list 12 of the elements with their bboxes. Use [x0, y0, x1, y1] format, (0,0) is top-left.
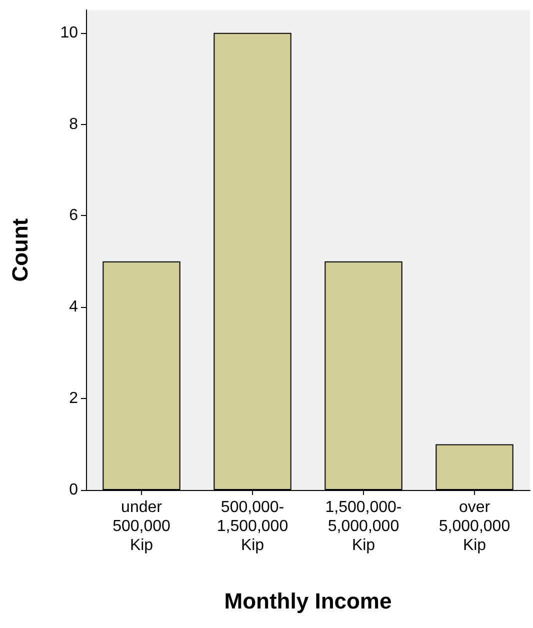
y-tick-label: 2: [69, 390, 78, 408]
x-tick-label: 500,000-1,500,000 Kip: [216, 499, 288, 554]
x-tick-label: over 5,000,000 Kip: [438, 499, 510, 554]
x-tick-label: 1,500,000-5,000,000 Kip: [325, 499, 402, 554]
y-tick-label: 4: [69, 298, 78, 316]
y-tick-label: 6: [69, 207, 78, 224]
x-axis-title: Monthly Income: [224, 588, 392, 614]
y-tick-label: 0: [69, 482, 78, 498]
x-tick-label: under 500,000 Kip: [112, 499, 171, 554]
y-tick-label: 8: [69, 116, 78, 133]
y-tick-label: 10: [60, 24, 78, 42]
y-axis-title: Count: [8, 218, 32, 282]
